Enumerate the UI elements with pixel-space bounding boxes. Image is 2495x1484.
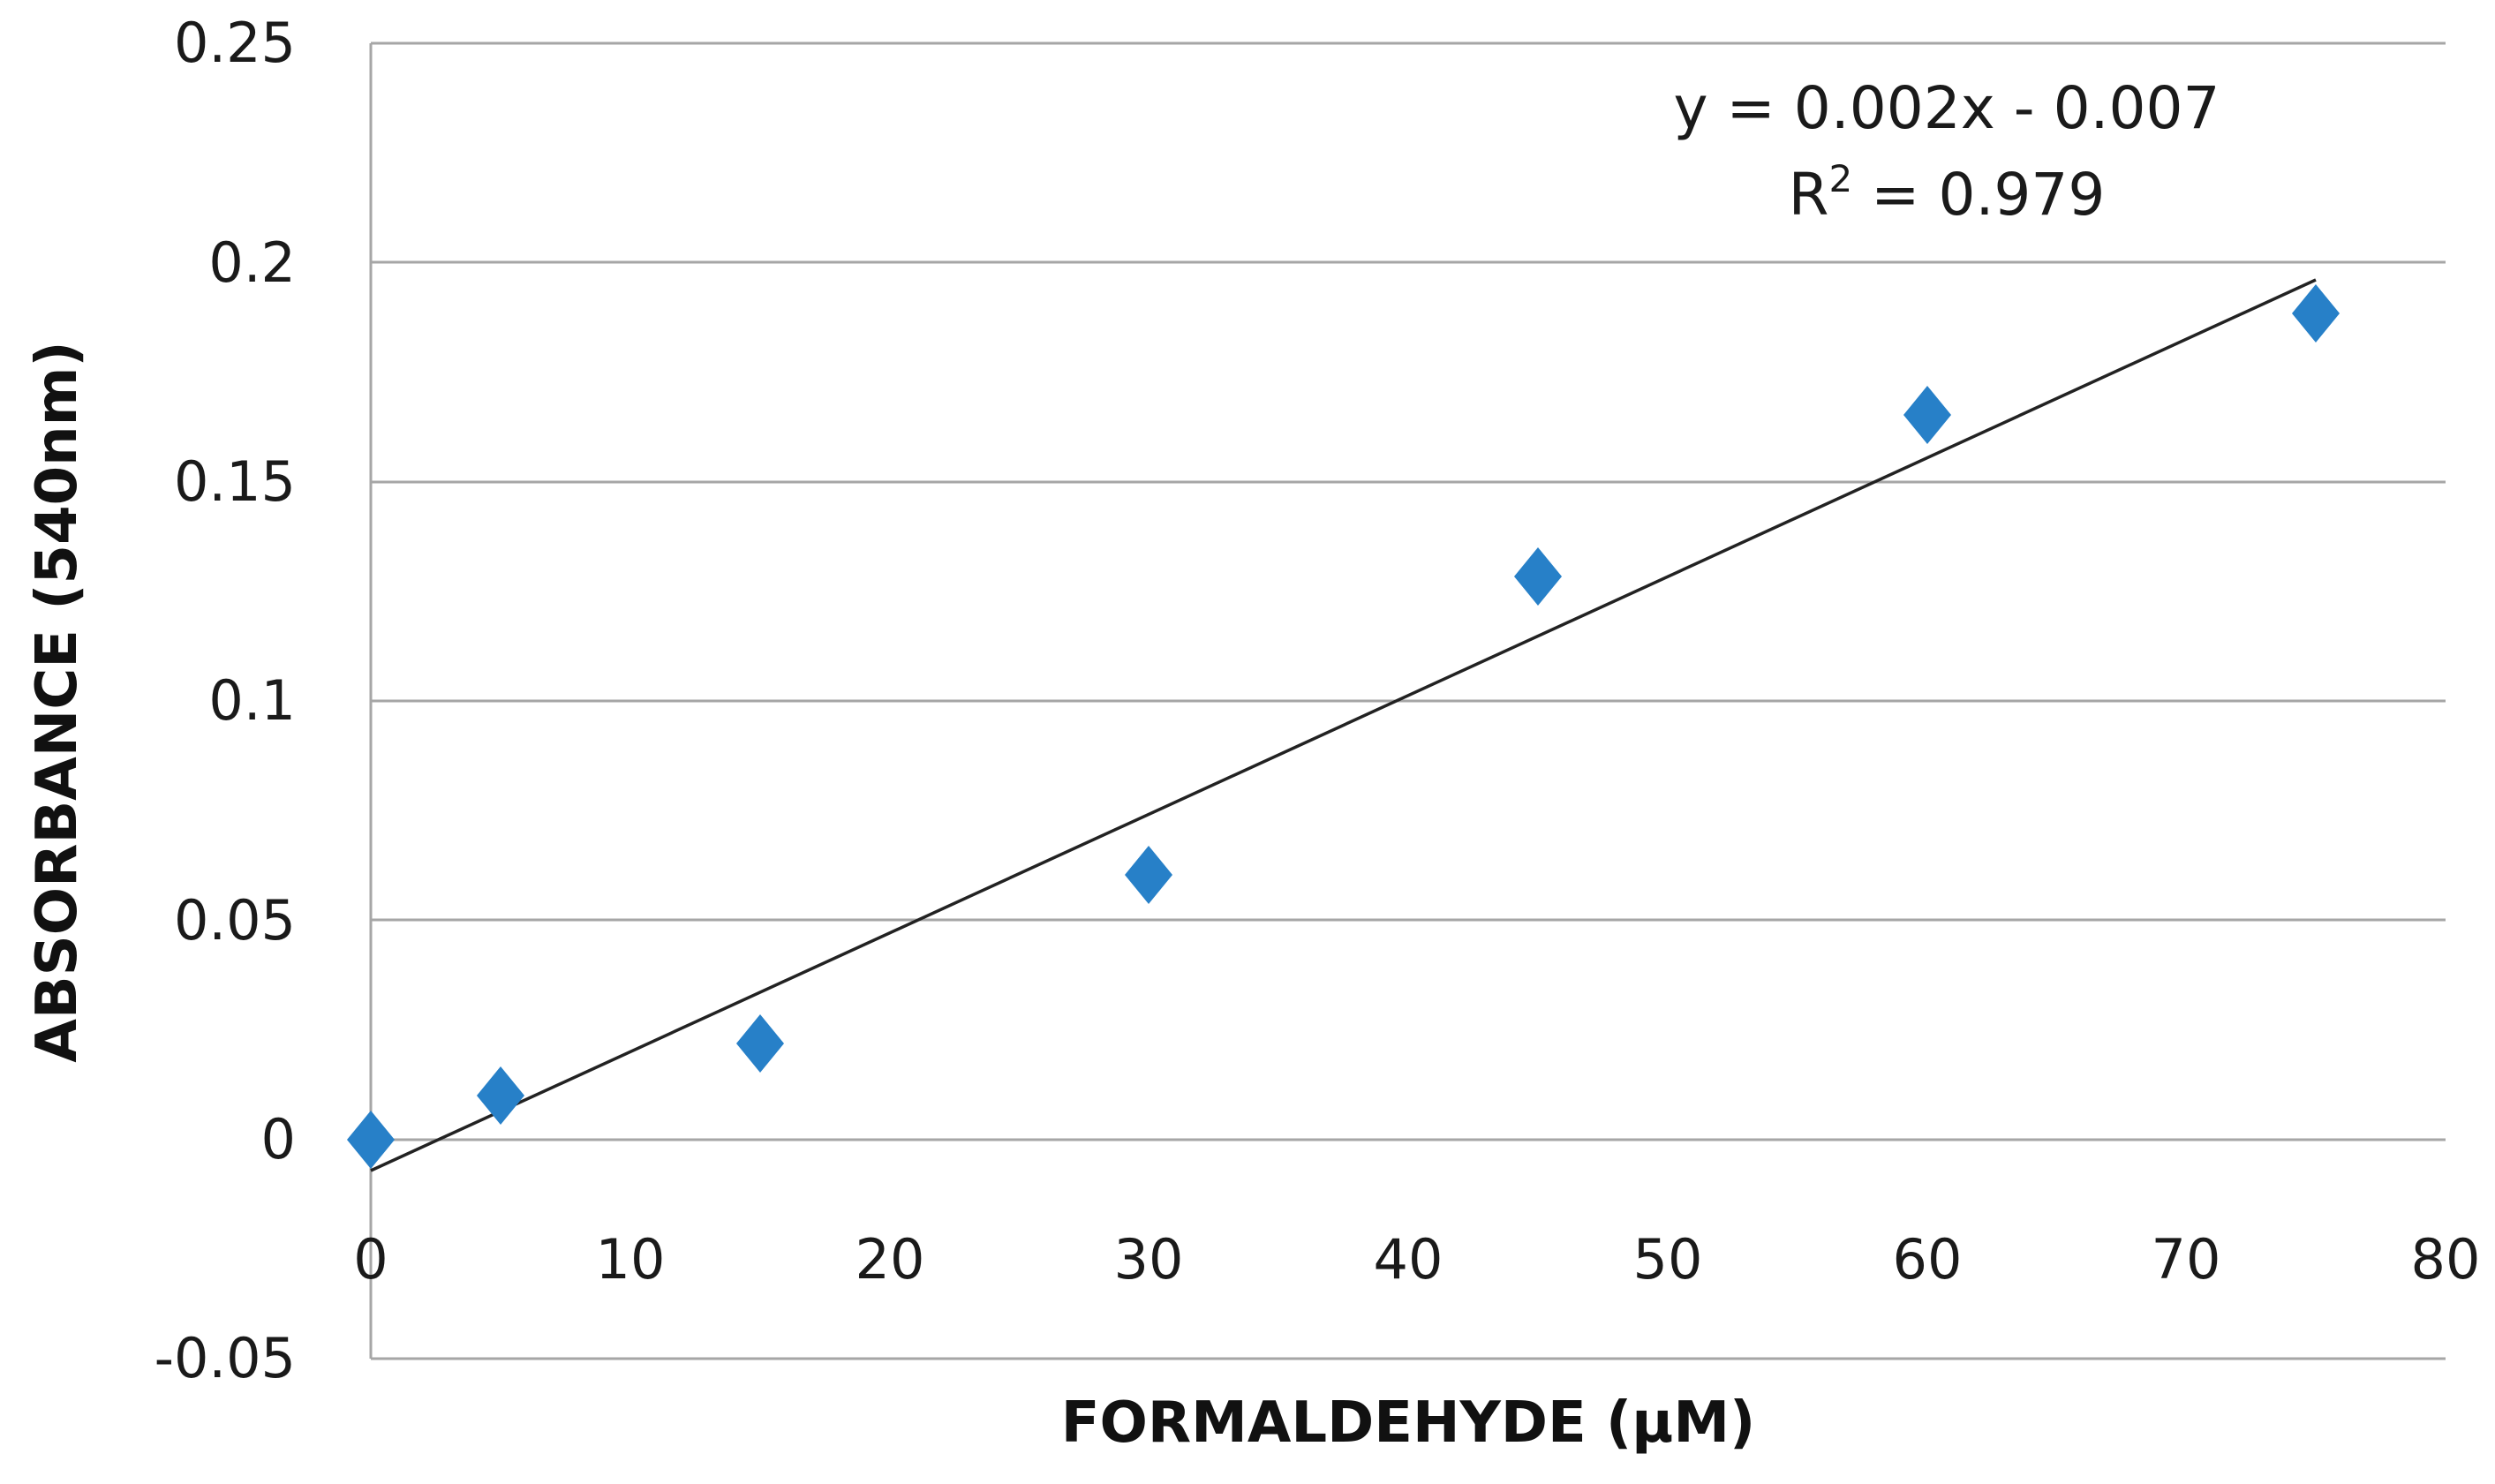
y-tick: 0.2: [208, 230, 296, 295]
trendline-equation: y = 0.002x - 0.007 R2 = 0.979: [1673, 74, 2220, 229]
y-tick: 0.05: [174, 888, 296, 953]
r-squared-label: R2 = 0.979: [1789, 157, 2106, 229]
equation-label: y = 0.002x - 0.007: [1673, 74, 2220, 142]
x-axis-ticks: 0 10 20 30 40 50 60 70 80: [353, 1227, 2480, 1292]
x-tick: 50: [1633, 1227, 1703, 1292]
y-axis-ticks: 0.25 0.2 0.15 0.1 0.05 0 -0.05: [155, 11, 296, 1390]
data-point-diamond: [2292, 284, 2340, 343]
y-tick: 0.25: [174, 11, 296, 75]
x-tick: 60: [1893, 1227, 1963, 1292]
y-tick: -0.05: [155, 1326, 296, 1390]
y-tick: 0: [261, 1107, 296, 1171]
data-point-diamond: [1125, 846, 1172, 904]
x-tick: 10: [596, 1227, 666, 1292]
x-tick: 20: [856, 1227, 925, 1292]
plot-area: [369, 41, 2446, 1360]
x-tick: 70: [2152, 1227, 2221, 1292]
x-axis-title: FORMALDEHYDE (µM): [1061, 1390, 1756, 1456]
x-tick: 30: [1114, 1227, 1184, 1292]
data-point-diamond: [477, 1066, 524, 1125]
x-tick: 40: [1374, 1227, 1443, 1292]
linear-trendline: [370, 278, 2317, 1172]
data-point-diamond: [347, 1111, 395, 1169]
x-tick: 0: [353, 1227, 388, 1292]
data-point-diamond: [736, 1014, 784, 1073]
y-tick: 0.1: [208, 668, 296, 733]
data-point-diamond: [1903, 386, 1951, 444]
y-tick: 0.15: [174, 449, 296, 514]
data-point-diamond: [1514, 547, 1562, 606]
data-series: [347, 284, 2340, 1169]
x-tick: 80: [2411, 1227, 2481, 1292]
y-axis-title: ABSORBANCE (540nm): [25, 341, 90, 1062]
